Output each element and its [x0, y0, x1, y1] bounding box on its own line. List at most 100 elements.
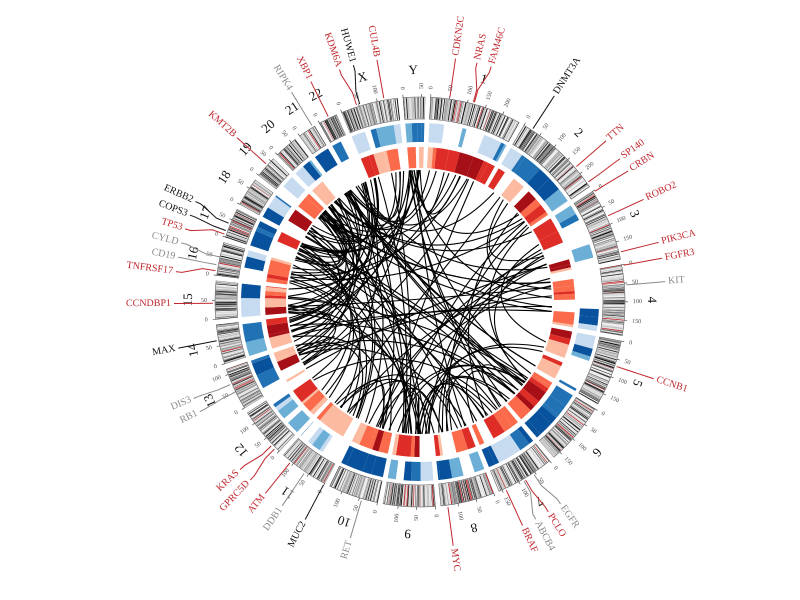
cytoband — [389, 483, 393, 505]
cytoband — [235, 381, 256, 392]
cytoband — [436, 98, 440, 120]
cytoband — [369, 103, 376, 125]
red-heatmap-cell — [520, 199, 541, 218]
cytoband — [224, 356, 245, 363]
cytoband — [240, 202, 260, 214]
cytoband — [424, 485, 426, 507]
cytoband — [338, 470, 347, 490]
cytoband — [269, 426, 286, 441]
link — [320, 214, 428, 434]
cytoband — [492, 114, 502, 134]
cytoband — [216, 316, 238, 319]
gene-connector — [291, 91, 313, 126]
cytoband — [464, 479, 471, 501]
cytoband — [220, 257, 241, 263]
red-heatmap-cell — [288, 209, 313, 232]
red-heatmap-cell — [265, 317, 288, 326]
cytoband — [434, 98, 437, 120]
cytoband — [494, 115, 504, 135]
blue-heatmap-cell — [351, 131, 371, 155]
cytoband — [330, 117, 341, 138]
cytoband — [215, 293, 237, 295]
cytoband — [273, 159, 289, 174]
cytoband — [219, 337, 241, 343]
tick — [549, 460, 552, 464]
cytoband — [250, 404, 269, 417]
cytoband — [345, 111, 354, 132]
link — [343, 193, 536, 367]
cytoband — [473, 477, 480, 498]
cytoband — [547, 154, 563, 171]
link-track — [287, 169, 552, 435]
blue-heatmap-cell — [403, 461, 412, 481]
cytoband — [555, 164, 572, 179]
tick-label: 0 — [213, 364, 218, 371]
cytoband — [486, 111, 495, 132]
cytoband — [581, 388, 601, 400]
cytoband — [591, 230, 612, 239]
chromosome-label: 21 — [282, 98, 301, 118]
cytoband — [575, 399, 594, 411]
cytoband — [543, 151, 559, 168]
tick-label: 100 — [281, 468, 291, 479]
cytoband — [317, 460, 329, 480]
cytoband — [457, 481, 463, 503]
cytoband — [511, 460, 523, 480]
cytoband — [224, 356, 246, 364]
cytoband — [342, 471, 352, 492]
cytoband — [426, 485, 429, 507]
tick-label: 100 — [557, 132, 567, 143]
cytoband — [284, 439, 299, 456]
cytoband — [227, 232, 248, 241]
cytoband — [572, 404, 590, 417]
cytoband — [363, 105, 370, 126]
cytoband — [308, 455, 321, 474]
cytoband — [321, 462, 333, 482]
blue-heatmap-cell — [246, 250, 267, 262]
cytoband — [215, 303, 237, 305]
cytoband — [595, 242, 617, 250]
cytoband — [597, 346, 619, 353]
cytoband — [546, 434, 562, 451]
cytoband — [261, 172, 278, 187]
gene-connector — [620, 241, 659, 253]
cytoband — [460, 102, 467, 124]
cytoband — [229, 369, 250, 378]
tick-label: 150 — [572, 146, 583, 157]
gene-label: KMT2B — [206, 109, 239, 140]
cytoband — [266, 423, 283, 438]
cytoband — [303, 133, 316, 152]
cytoband — [586, 216, 606, 226]
cytoband — [313, 126, 326, 146]
cytoband — [496, 468, 506, 488]
tick — [221, 363, 225, 366]
cytoband — [562, 417, 580, 432]
cytoband — [342, 471, 351, 492]
cytoband — [218, 263, 240, 269]
cytoband — [597, 348, 618, 355]
cytoband — [217, 274, 239, 279]
cytoband — [596, 351, 618, 358]
cytoband — [234, 214, 255, 224]
cytoband — [229, 225, 250, 235]
link — [295, 255, 392, 431]
cytoband — [388, 99, 393, 121]
cytoband — [525, 451, 538, 470]
cytoband — [215, 308, 237, 311]
cytoband — [566, 412, 584, 426]
blue-heatmap-cell — [277, 399, 299, 419]
cytoband — [386, 100, 390, 122]
cytoband — [463, 103, 470, 124]
cytoband — [541, 149, 557, 166]
tick — [615, 240, 619, 243]
cytoband — [583, 384, 603, 395]
cytoband — [598, 254, 620, 261]
gene-connector — [195, 201, 229, 224]
cytoband — [584, 383, 604, 394]
cytoband — [223, 246, 244, 253]
cytoband — [398, 484, 401, 506]
cytoband — [595, 241, 616, 249]
link — [500, 244, 547, 343]
chromosome-label: 3 — [627, 208, 643, 220]
